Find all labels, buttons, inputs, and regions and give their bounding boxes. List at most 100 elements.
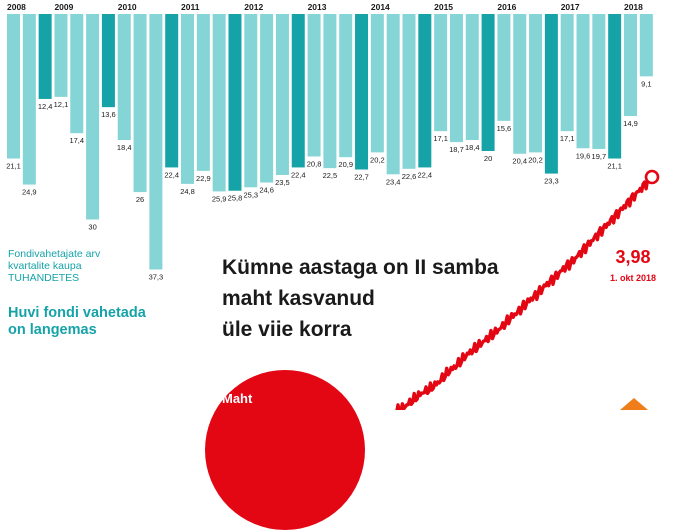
bar	[38, 14, 52, 99]
bar	[149, 14, 163, 270]
bar-value-label: 20,2	[528, 155, 543, 164]
bar-value-label: 26	[136, 195, 144, 204]
bar-value-label: 23,4	[386, 177, 401, 186]
bar	[623, 14, 637, 117]
legend-line-1: Fondivahetajate arv	[8, 248, 101, 260]
bar-value-label: 17,4	[69, 136, 84, 145]
subheadline-line-2: on langemas	[8, 322, 97, 338]
bar-value-label: 24,9	[22, 188, 37, 197]
bar-value-label: 30	[88, 223, 96, 232]
bar	[260, 14, 274, 183]
bar	[402, 14, 416, 169]
year-label: 2018	[624, 2, 643, 12]
bar-value-label: 22,6	[402, 172, 417, 181]
bar	[560, 14, 574, 132]
year-label: 2012	[244, 2, 263, 12]
bar-value-label: 22,4	[164, 170, 179, 179]
bar	[481, 14, 495, 151]
bar	[449, 14, 463, 143]
year-label: 2013	[308, 2, 327, 12]
bar	[133, 14, 147, 193]
bar-value-label: 13,6	[101, 110, 116, 119]
bar-value-label: 20,8	[307, 159, 322, 168]
bar	[465, 14, 479, 141]
bar	[165, 14, 179, 168]
headline-line-2: maht kasvanud	[222, 287, 375, 310]
bar	[291, 14, 305, 168]
bar	[54, 14, 68, 97]
growth-line	[395, 169, 660, 410]
bar-value-label: 25,3	[243, 190, 258, 199]
bar	[181, 14, 195, 184]
bar	[544, 14, 558, 174]
bar-value-label: 17,1	[560, 134, 575, 143]
bar-value-label: 23,5	[275, 178, 290, 187]
bar-value-label: 18,4	[465, 143, 480, 152]
headline-line-3: üle viie korra	[222, 318, 352, 341]
bar	[101, 14, 115, 108]
bar-value-label: 14,9	[623, 119, 638, 128]
bar-value-label: 23,3	[544, 177, 559, 186]
year-label: 2008	[7, 2, 26, 12]
line-end-marker	[644, 169, 660, 185]
year-label: 2017	[561, 2, 580, 12]
bar-value-label: 22,4	[291, 170, 306, 179]
bar-series	[7, 14, 653, 270]
year-axis: 2008 2009 2010 2011 2012 2013 2014 2015 2016 2017…	[7, 2, 643, 12]
bar-value-label: 22,5	[323, 171, 338, 180]
bar-value-label: 12,1	[54, 100, 69, 109]
growth-line-path	[395, 175, 654, 410]
bar	[529, 14, 543, 153]
bar	[339, 14, 353, 158]
subheadline: Huvi fondi vahetada on langemas	[8, 305, 178, 339]
bar-value-label: 24,8	[180, 187, 195, 196]
bar-value-labels: 21,1 24,9 12,4 12,1 17,4 30 13,6 18,4 26 37,3 22,4…	[6, 79, 651, 281]
bar-value-label: 22,4	[418, 170, 433, 179]
bar	[497, 14, 511, 121]
legend-units: TUHANDETES	[8, 272, 80, 284]
bar	[355, 14, 369, 170]
bar-value-label: 17,1	[433, 134, 448, 143]
bar-value-label: 21,1	[607, 162, 622, 171]
bar-value-label: 22,9	[196, 174, 211, 183]
bar-value-label: 12,4	[38, 102, 53, 111]
bar-value-label: 19,7	[592, 152, 607, 161]
year-label: 2011	[181, 2, 200, 12]
bar-value-label: 19,6	[576, 151, 591, 160]
bar	[323, 14, 337, 169]
bar-value-label: 15,6	[497, 124, 512, 133]
bar	[117, 14, 131, 141]
bar	[592, 14, 606, 149]
bar	[418, 14, 432, 168]
bar	[22, 14, 36, 185]
bar	[244, 14, 258, 188]
bar	[639, 14, 653, 77]
bar	[228, 14, 242, 191]
bar	[386, 14, 400, 175]
year-label: 2015	[434, 2, 453, 12]
line-end-date: 1. okt 2018	[609, 273, 657, 283]
bar-value-label: 18,7	[449, 145, 464, 154]
headline-line-1: Kümne aastaga on II samba	[222, 256, 499, 279]
year-label: 2014	[371, 2, 390, 12]
bar-chart: 21,1 24,9 12,4 12,1 17,4 30 13,6 18,4 26 37,3 22,4…	[6, 2, 660, 410]
bar	[576, 14, 590, 149]
bar	[513, 14, 527, 154]
year-label: 2016	[497, 2, 516, 12]
subheadline-line-1: Huvi fondi vahetada	[8, 305, 146, 321]
bar-value-label: 24,6	[259, 186, 274, 195]
bar	[212, 14, 226, 192]
bar-value-label: 20,4	[512, 157, 527, 166]
bar-value-label: 25,8	[228, 194, 243, 203]
bar	[608, 14, 622, 159]
bar	[196, 14, 210, 171]
bar-value-label: 18,4	[117, 143, 132, 152]
orange-corner-shape	[620, 398, 648, 410]
bar-value-label: 9,1	[641, 79, 651, 88]
bar-value-label: 20,2	[370, 155, 385, 164]
bar-value-label: 37,3	[149, 273, 164, 282]
bar	[275, 14, 289, 175]
bar	[86, 14, 100, 220]
bar-value-label: 20	[484, 154, 492, 163]
bar	[7, 14, 20, 159]
